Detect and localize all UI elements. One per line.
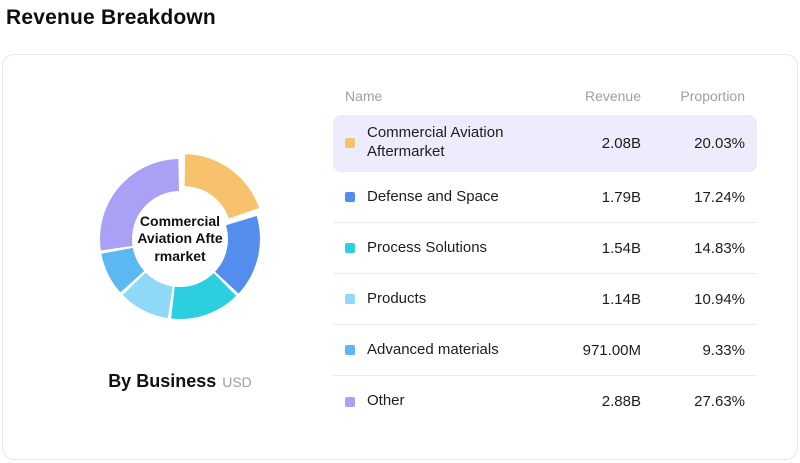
row-name: Process Solutions — [367, 238, 488, 256]
row-revenue: 1.79B — [601, 188, 641, 206]
table-row[interactable]: Other 2.88B 27.63% — [333, 376, 757, 427]
row-revenue: 971.00M — [582, 341, 641, 359]
legend-swatch — [345, 138, 355, 148]
row-name: Other — [367, 392, 405, 410]
row-revenue: 2.08B — [601, 134, 641, 152]
row-proportion: 27.63% — [694, 393, 745, 410]
row-name: Products — [367, 289, 427, 307]
table-row[interactable]: Process Solutions 1.54B 14.83% — [333, 223, 757, 274]
header-proportion: Proportion — [680, 88, 745, 104]
row-revenue: 1.14B — [601, 290, 641, 308]
row-proportion: 14.83% — [694, 239, 745, 257]
legend-swatch — [345, 294, 355, 304]
donut-slice[interactable] — [215, 216, 260, 294]
table-row[interactable]: Advanced materials 971.00M 9.33% — [333, 325, 757, 376]
donut-chart: Commercial Aviation Aftermarket — [80, 139, 280, 339]
chart-caption-unit: USD — [222, 374, 252, 390]
donut-slice[interactable] — [171, 273, 237, 319]
chart-caption: By Business USD — [80, 371, 280, 392]
donut-slice[interactable] — [184, 154, 260, 219]
table-row[interactable]: Defense and Space 1.79B 17.24% — [333, 172, 757, 223]
donut-slice[interactable] — [122, 272, 173, 319]
table-header-row: Name Revenue Proportion — [333, 85, 757, 107]
legend-swatch — [345, 192, 355, 202]
legend-swatch — [345, 243, 355, 253]
row-proportion: 9.33% — [702, 341, 745, 359]
row-proportion: 20.03% — [694, 134, 745, 152]
donut-slice[interactable] — [100, 159, 179, 251]
header-name: Name — [345, 88, 383, 104]
legend-swatch — [345, 345, 355, 355]
row-revenue: 2.88B — [601, 393, 641, 410]
row-revenue: 1.54B — [601, 239, 641, 257]
revenue-breakdown-card: Commercial Aviation Aftermarket By Busin… — [2, 54, 798, 460]
donut-slice[interactable] — [101, 247, 145, 293]
row-name: Defense and Space — [367, 187, 499, 205]
row-proportion: 17.24% — [694, 188, 745, 206]
row-name: Commercial Aviation Aftermarket — [367, 124, 504, 160]
donut-chart-panel: Commercial Aviation Aftermarket By Busin… — [3, 55, 333, 459]
table-row[interactable]: Commercial Aviation Aftermarket 2.08B 20… — [333, 115, 757, 172]
donut-svg — [100, 154, 260, 319]
legend-table: Name Revenue Proportion Commercial Aviat… — [333, 55, 797, 459]
chart-caption-title: By Business — [108, 371, 217, 391]
row-name: Advanced materials — [367, 340, 499, 358]
page-title: Revenue Breakdown — [6, 6, 216, 29]
legend-swatch — [345, 396, 355, 407]
row-proportion: 10.94% — [694, 290, 745, 308]
header-revenue: Revenue — [584, 88, 641, 104]
table-row[interactable]: Products 1.14B 10.94% — [333, 274, 757, 325]
